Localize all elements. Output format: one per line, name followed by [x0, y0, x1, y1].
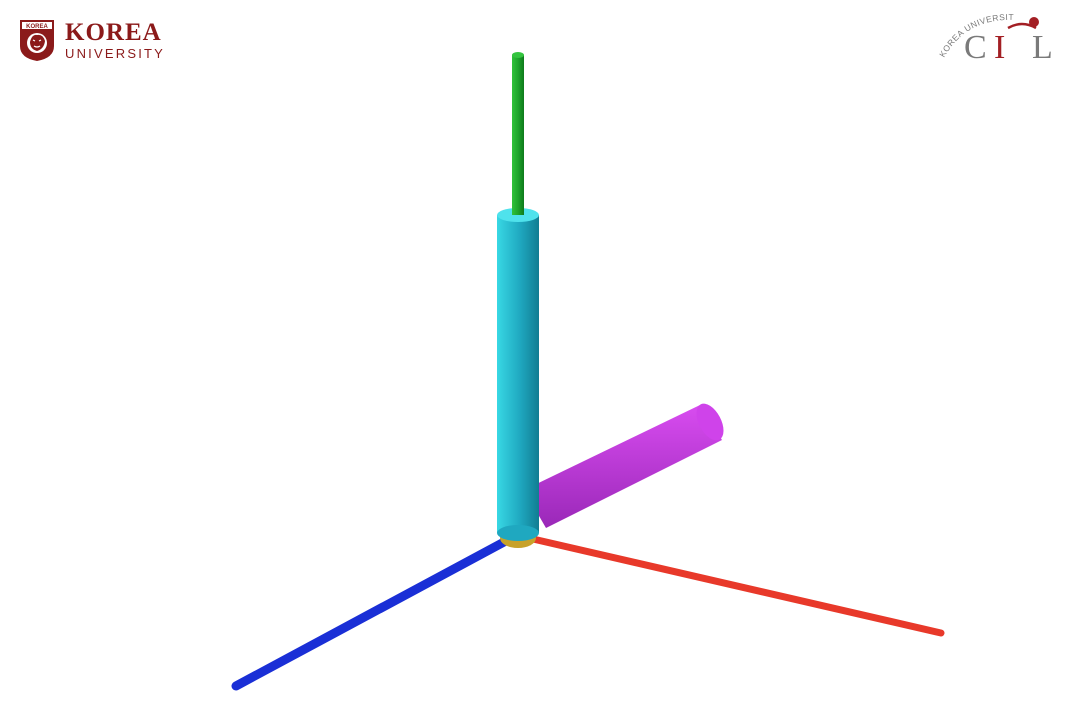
cil-logo: KOREA UNIVERSITY C I L: [936, 14, 1053, 64]
tiger-crest-icon: KOREA: [20, 20, 54, 61]
cil-dot-icon: [1029, 17, 1039, 27]
cil-letter-l: L: [1032, 29, 1053, 64]
cil-swoosh-icon: [1007, 22, 1037, 30]
vertical-cylinder: [497, 208, 539, 541]
z-axis: [231, 530, 522, 691]
logo-name-line1: KOREA: [65, 19, 162, 46]
cil-letter-c: C: [964, 29, 987, 64]
y-axis: [512, 52, 524, 215]
logo-name-line2: UNIVERSITY: [65, 46, 166, 61]
crest-text: KOREA: [26, 24, 48, 30]
korea-university-logo: KOREA KOREA UNIVERSITY: [18, 16, 188, 64]
cil-letter-i: I: [994, 29, 1005, 64]
tilted-cylinder: [524, 403, 724, 528]
x-axis: [516, 532, 945, 637]
